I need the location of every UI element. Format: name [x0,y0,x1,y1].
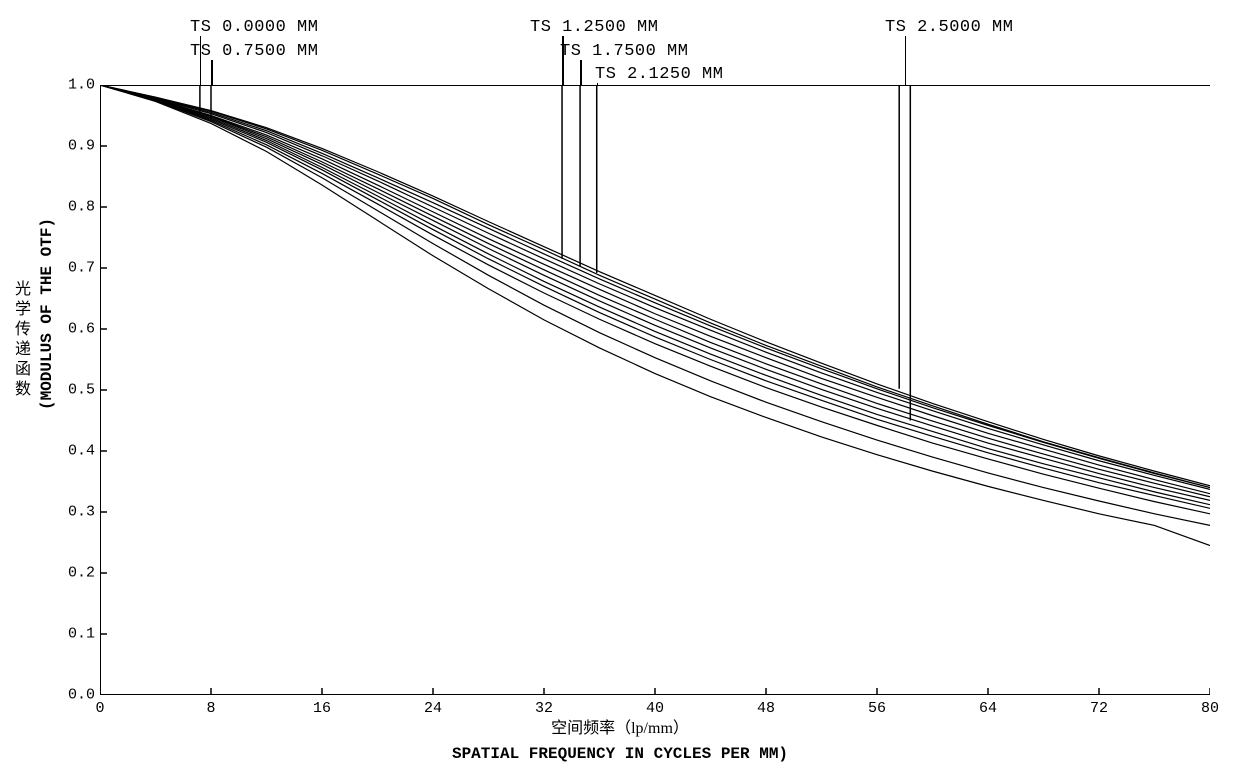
y-axis-label-cn: 光学传递函数 [8,280,32,400]
legend-item: TS 1.2500 MM [530,18,658,37]
x-tick-label: 24 [424,700,442,717]
y-tick-label: 0.0 [68,687,95,704]
x-axis-label-en: SPATIAL FREQUENCY IN CYCLES PER MM) [452,745,788,763]
y-tick-label: 0.2 [68,565,95,582]
y-axis-label-en: (MODULUS OF THE OTF) [38,218,56,410]
legend-item: TS 1.7500 MM [560,42,688,61]
x-tick-label: 56 [868,700,886,717]
y-tick-label: 0.1 [68,626,95,643]
chart-container: 光学传递函数 (MODULUS OF THE OTF) TS 0.0000 MM… [0,0,1240,773]
y-tick-label: 0.6 [68,321,95,338]
y-tick-label: 0.9 [68,138,95,155]
y-tick-label: 0.8 [68,199,95,216]
x-tick-label: 0 [95,700,104,717]
y-tick-label: 0.4 [68,443,95,460]
legend-item: TS 2.5000 MM [885,18,1013,37]
y-tick-label: 0.7 [68,260,95,277]
x-tick-label: 72 [1090,700,1108,717]
plot-area [100,85,1210,695]
x-tick-label: 8 [206,700,215,717]
legend-item: TS 0.7500 MM [190,42,318,61]
y-tick-label: 0.3 [68,504,95,521]
x-tick-label: 80 [1201,700,1219,717]
y-tick-label: 1.0 [68,77,95,94]
x-axis-label-cn: 空间频率（lp/mm） [551,714,689,738]
legend-item: TS 2.1250 MM [595,65,723,84]
x-tick-label: 64 [979,700,997,717]
y-tick-label: 0.5 [68,382,95,399]
plot-svg [100,85,1210,695]
x-tick-label: 16 [313,700,331,717]
legend-item: TS 0.0000 MM [190,18,318,37]
x-tick-label: 48 [757,700,775,717]
